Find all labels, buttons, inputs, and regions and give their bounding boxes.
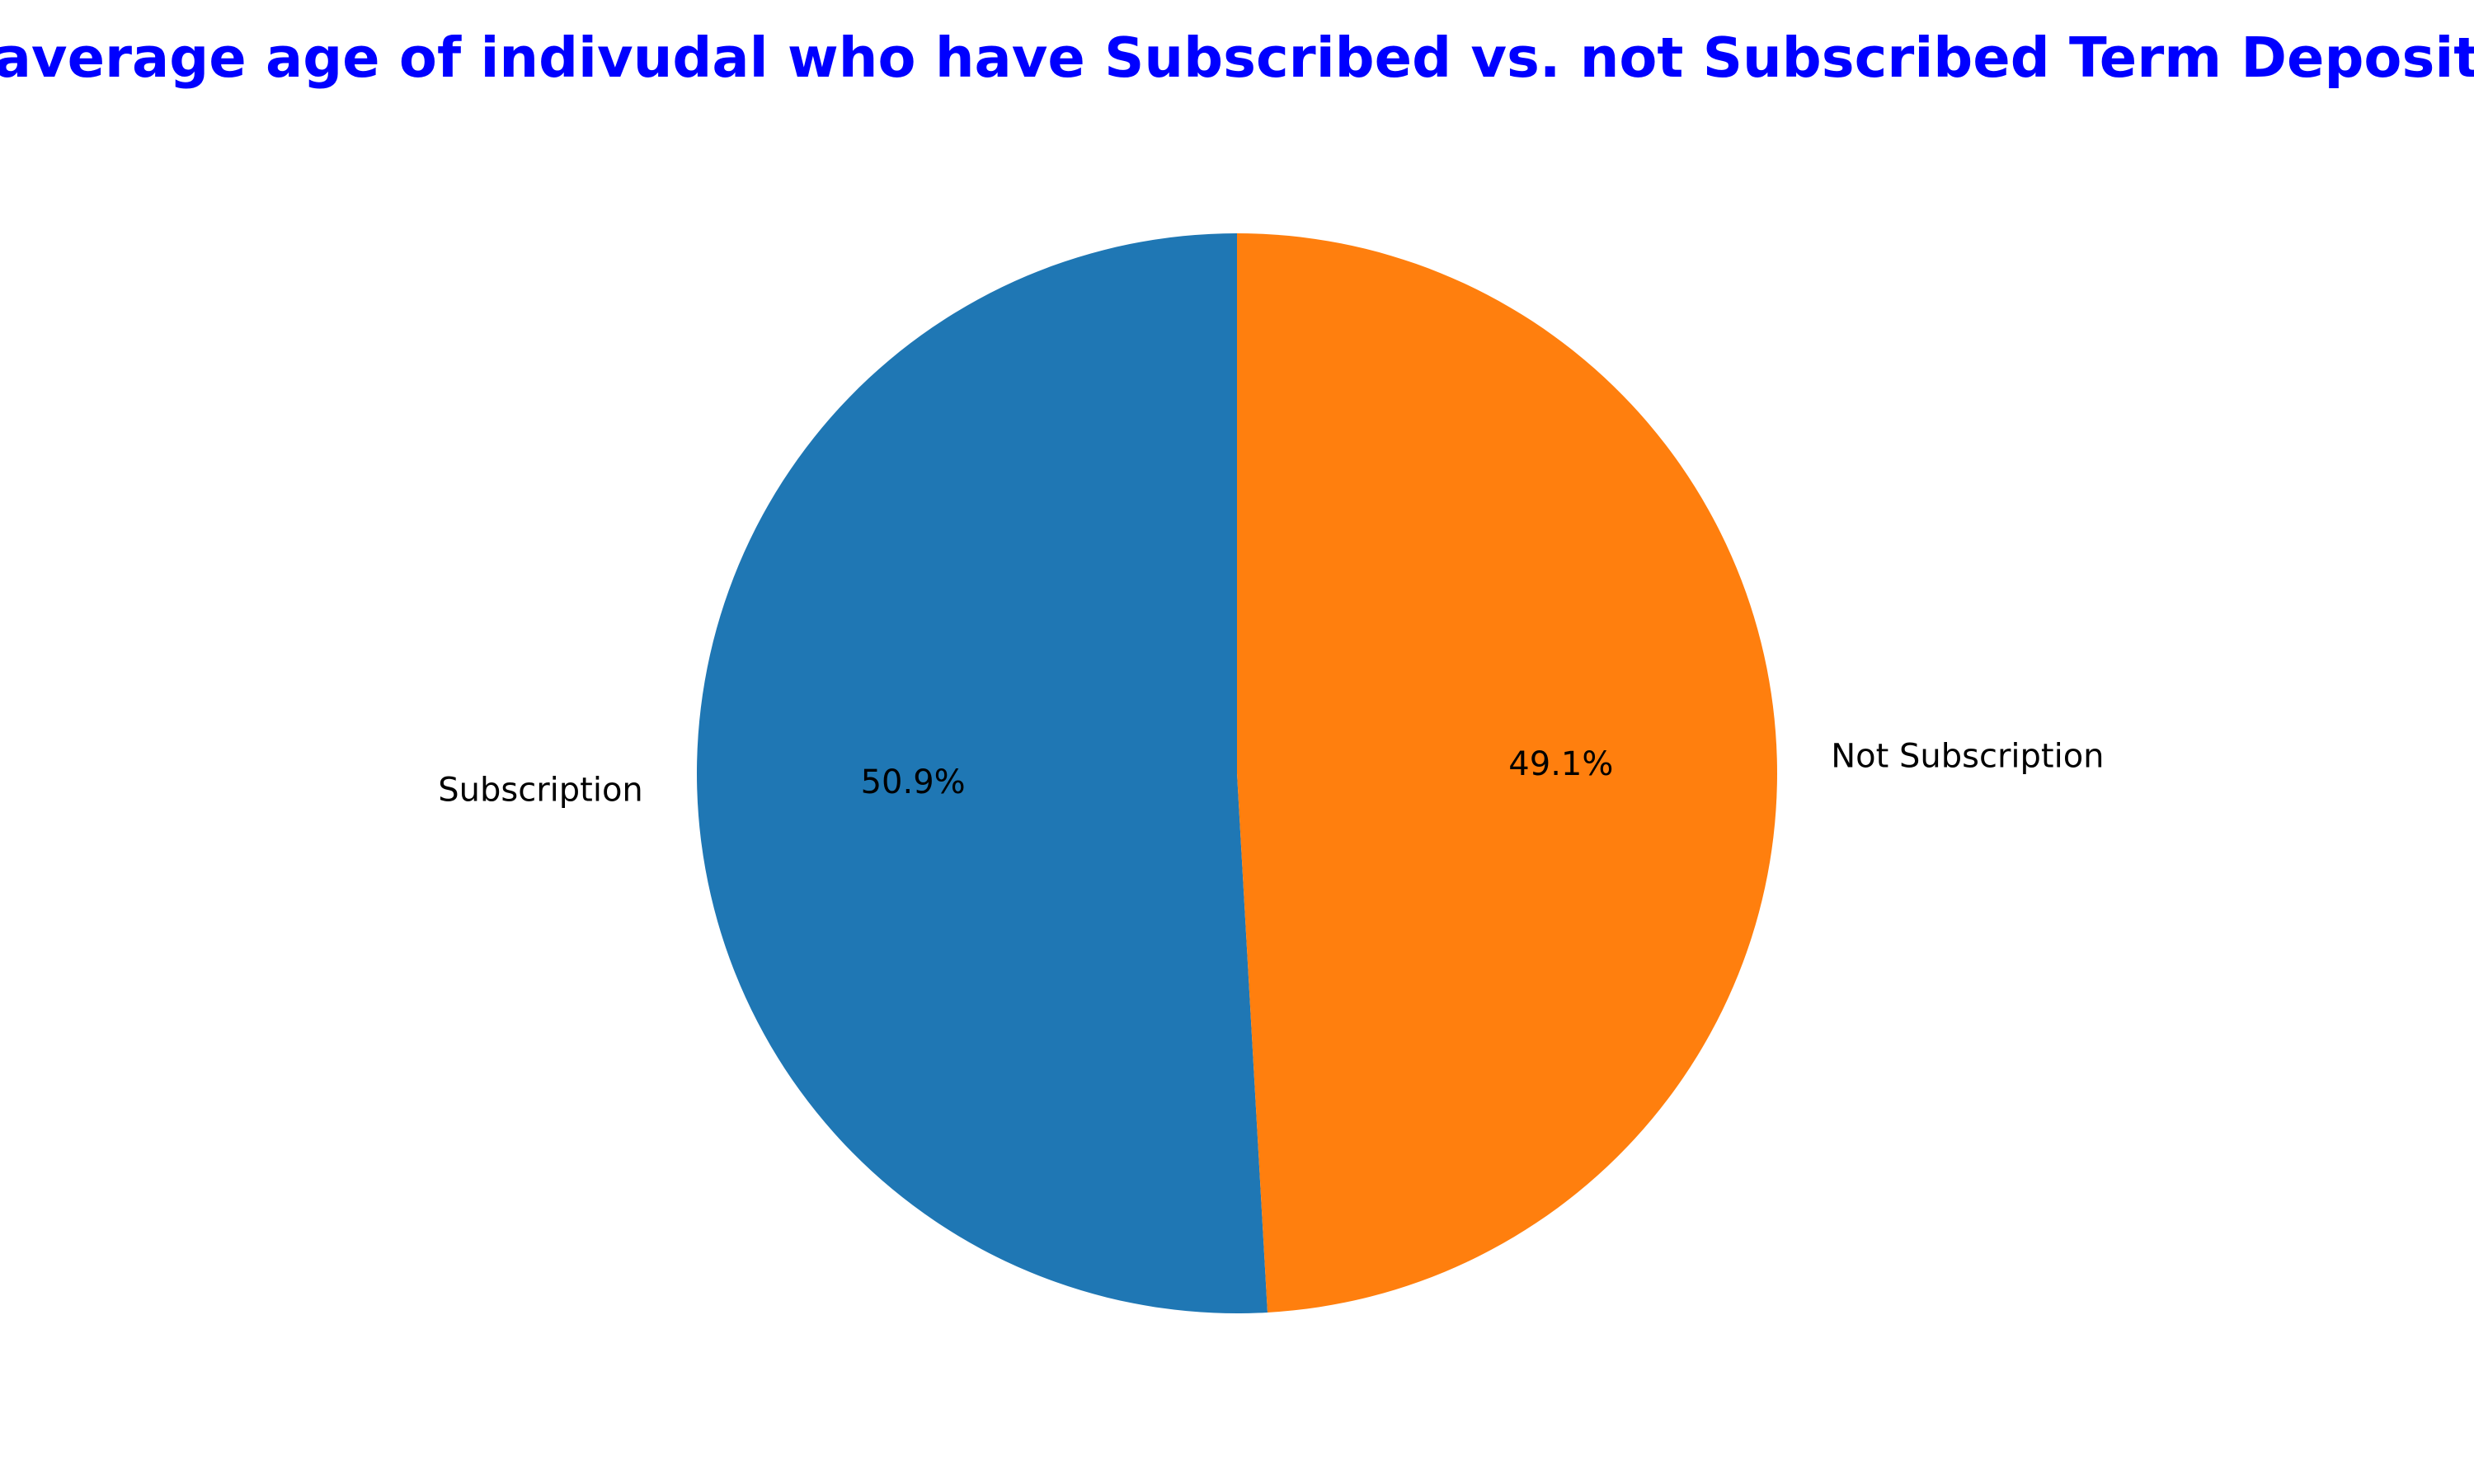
pie-slices bbox=[696, 233, 1777, 1313]
slice-percent-label: 49.1% bbox=[1508, 745, 1613, 783]
slice-label: Not Subscription bbox=[1831, 738, 2104, 776]
pie-slice-not-subscription bbox=[1237, 233, 1777, 1313]
pie-labels: Subscription 50.9% Not Subscription 49.1% bbox=[438, 738, 2104, 810]
chart-title: average age of indivudal who have Subscr… bbox=[0, 26, 2474, 90]
slice-label: Subscription bbox=[438, 771, 643, 809]
pie-slice-subscription bbox=[696, 233, 1268, 1313]
slice-percent-label: 50.9% bbox=[861, 763, 966, 801]
